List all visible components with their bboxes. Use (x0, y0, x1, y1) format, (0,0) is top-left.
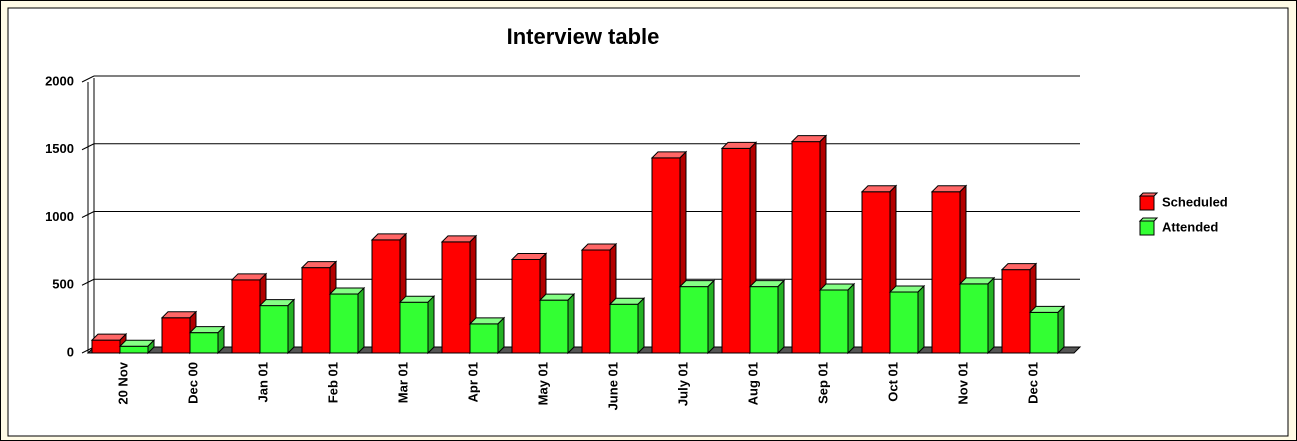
bar (468, 316, 506, 355)
bar-front (399, 301, 429, 354)
bar-side (637, 297, 645, 355)
bar-front (539, 299, 569, 354)
legend-swatch (1139, 195, 1155, 211)
bar-side (287, 298, 295, 355)
bar (258, 298, 296, 355)
bar-front (1029, 311, 1059, 354)
bar (678, 279, 716, 355)
bar-front (581, 249, 611, 354)
bar-front (931, 191, 961, 354)
bar-front (959, 283, 989, 354)
bar-side (217, 325, 225, 355)
bar-front (161, 317, 191, 354)
tick-mark (81, 211, 95, 218)
tick-mark (81, 278, 95, 286)
bar-front (301, 267, 331, 354)
x-tick-label: Mar 01 (395, 362, 410, 403)
bar (608, 297, 646, 355)
y-tick-label: 0 (67, 344, 74, 359)
bar-front (91, 339, 121, 354)
bar-side (707, 279, 715, 355)
bar-front (119, 345, 149, 354)
bar (888, 284, 926, 355)
bar-front (441, 241, 471, 354)
bar-side (497, 316, 505, 355)
x-tick-label: Feb 01 (325, 362, 340, 403)
tick-mark (81, 143, 95, 151)
bar-front (469, 323, 499, 354)
bar-front (329, 293, 359, 354)
bar-side (567, 292, 575, 355)
bar-front (511, 259, 541, 354)
bar-front (819, 289, 849, 354)
bar-front (371, 239, 401, 354)
bar-side (917, 284, 925, 355)
bar (958, 276, 996, 355)
legend-swatch (1139, 220, 1155, 236)
x-tick-label: 20 Nov (115, 361, 130, 404)
y-tick-label: 1000 (45, 209, 74, 224)
bar (538, 292, 576, 355)
legend-label: Scheduled (1162, 194, 1228, 209)
bar-side (777, 279, 785, 355)
bar (398, 294, 436, 355)
bar-front (651, 157, 681, 354)
x-tick-label: June 01 (605, 362, 620, 410)
y-tick-label: 500 (52, 277, 74, 292)
bar-front (889, 291, 919, 354)
x-tick-label: Apr 01 (465, 362, 480, 402)
x-tick-label: Nov 01 (955, 362, 970, 405)
bar-front (231, 279, 261, 354)
legend-label: Attended (1162, 219, 1218, 234)
bar (748, 279, 786, 355)
bar-side (1057, 305, 1065, 355)
legend-swatch-top (1138, 192, 1159, 197)
bar-side (847, 282, 855, 355)
chart-title: Interview table (507, 24, 660, 49)
x-tick-label: Aug 01 (745, 362, 760, 405)
x-tick-label: Sep 01 (815, 362, 830, 404)
x-tick-label: July 01 (675, 362, 690, 406)
bar-front (791, 141, 821, 354)
bar-side (987, 276, 995, 355)
bar (118, 339, 156, 355)
tick-mark (81, 75, 95, 83)
bar (1028, 305, 1066, 355)
bar-front (679, 286, 709, 354)
chart-panel (7, 7, 1289, 437)
bar (188, 325, 226, 355)
bar-front (189, 332, 219, 354)
bar (818, 282, 856, 355)
bar (328, 286, 366, 355)
bar-side (427, 294, 435, 355)
bar (440, 234, 478, 355)
bar-front (749, 286, 779, 354)
bar-front (259, 305, 289, 354)
x-tick-label: Dec 00 (185, 362, 200, 404)
x-tick-label: Oct 01 (885, 362, 900, 402)
bar-front (721, 147, 751, 354)
legend-swatch-top (1138, 217, 1159, 222)
y-tick-label: 1500 (45, 141, 74, 156)
x-tick-label: Jan 01 (255, 362, 270, 402)
x-tick-label: Dec 01 (1025, 362, 1040, 404)
x-tick-label: May 01 (535, 362, 550, 405)
bar-side (147, 339, 155, 355)
y-tick-label: 2000 (45, 73, 74, 88)
bar-front (609, 303, 639, 354)
bar-front (1001, 269, 1031, 354)
bar-side (357, 286, 365, 355)
bar-front (861, 191, 891, 354)
